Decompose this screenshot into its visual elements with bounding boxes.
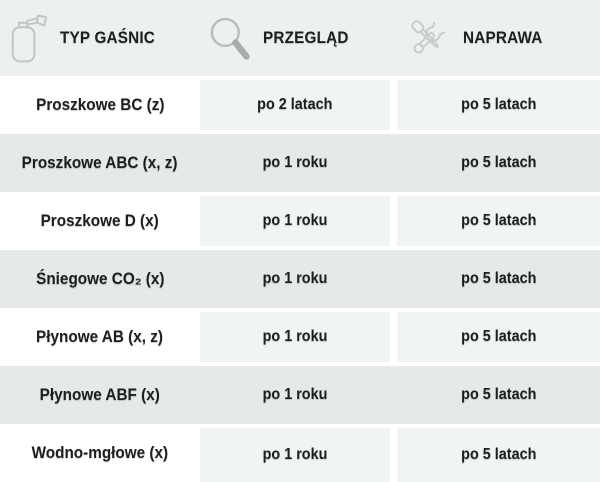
table-row: Proszkowe D (x) po 1 roku po 5 latach: [0, 192, 600, 250]
cell-przeglad: po 1 roku: [262, 386, 328, 403]
cell-naprawa: po 5 latach: [460, 154, 537, 171]
cell-type: Śniegowe CO₂ (x): [35, 269, 165, 288]
cell-przeglad: po 1 roku: [200, 312, 390, 362]
tools-icon: [405, 14, 453, 62]
table-row: Płynowe AB (x, z) po 1 roku po 5 latach: [0, 308, 600, 366]
table-row: Proszkowe ABC (x, z) po 1 roku po 5 lata…: [0, 134, 600, 192]
cell-naprawa: po 5 latach: [397, 196, 600, 246]
table-header: TYP GAŚNIC PRZEGLĄD: [0, 0, 600, 76]
cell-naprawa: po 5 latach: [460, 270, 537, 287]
cell-type: Wodno-mgłowe (x): [31, 443, 169, 462]
header-cell-naprawa: NAPRAWA: [397, 0, 600, 76]
magnifier-icon: [205, 14, 253, 62]
cell-type: Proszkowe ABC (x, z): [22, 153, 178, 172]
cell-przeglad: po 1 roku: [200, 428, 390, 482]
header-cell-przeglad: PRZEGLĄD: [200, 0, 390, 76]
cell-przeglad: po 1 roku: [262, 270, 328, 287]
cell-naprawa: po 5 latach: [397, 428, 600, 482]
table-row: Proszkowe BC (z) po 2 latach po 5 latach: [0, 76, 600, 134]
cell-przeglad: po 1 roku: [200, 196, 390, 246]
header-label-typ-gasnic: TYP GAŚNIC: [60, 28, 156, 47]
cell-przeglad: po 2 latach: [200, 80, 390, 130]
header-label-przeglad: PRZEGLĄD: [263, 28, 349, 47]
cell-type: Płynowe AB (x, z): [36, 327, 164, 346]
table-row: Płynowe ABF (x) po 1 roku po 5 latach: [0, 366, 600, 424]
cell-naprawa: po 5 latach: [460, 386, 537, 403]
cell-type: Płynowe ABF (x): [39, 385, 161, 404]
header-label-naprawa: NAPRAWA: [463, 28, 543, 47]
fire-extinguisher-icon: [8, 11, 50, 65]
table-row: Śniegowe CO₂ (x) po 1 roku po 5 latach: [0, 250, 600, 308]
table-row: Wodno-mgłowe (x) po 1 roku po 5 latach: [0, 424, 600, 482]
cell-type: Proszkowe D (x): [40, 211, 160, 230]
cell-type: Proszkowe BC (z): [35, 95, 165, 114]
cell-naprawa: po 5 latach: [397, 312, 600, 362]
cell-przeglad: po 1 roku: [262, 154, 328, 171]
cell-naprawa: po 5 latach: [397, 80, 600, 130]
header-cell-typ-gasnic: TYP GAŚNIC: [0, 0, 200, 76]
